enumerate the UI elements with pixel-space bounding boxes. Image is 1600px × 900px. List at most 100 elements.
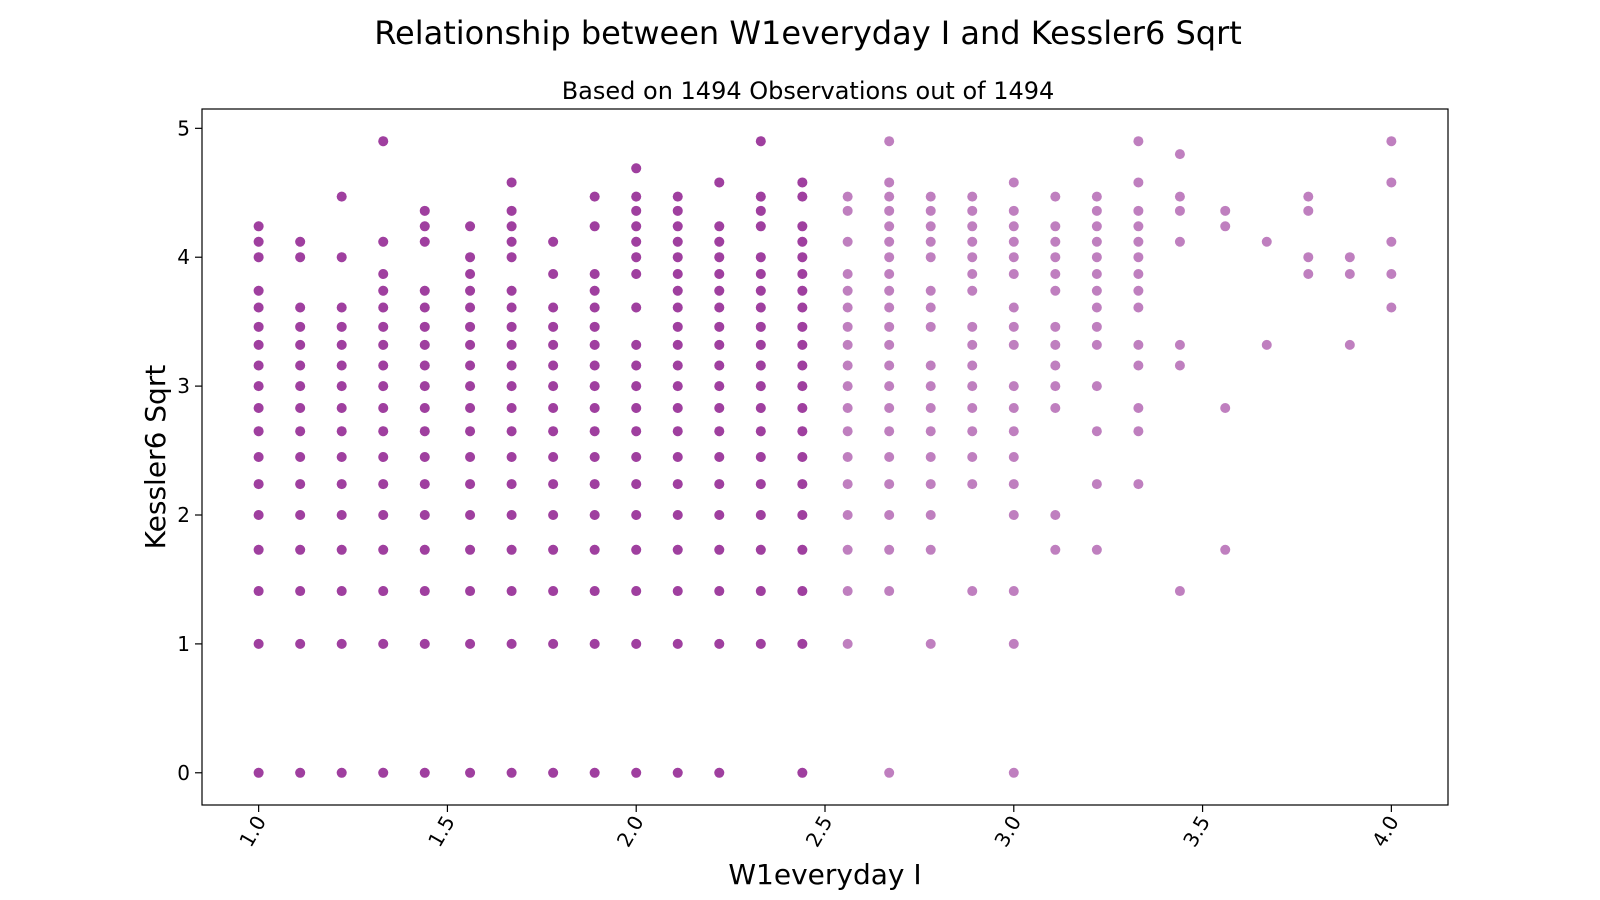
data-point [842,479,853,490]
y-tick-label: 1 [177,632,190,656]
data-point [672,236,683,247]
data-point [631,191,642,202]
data-point [548,381,559,392]
data-point [1091,252,1102,263]
data-point [884,381,895,392]
data-point [419,285,430,296]
data-point [884,479,895,490]
data-point [419,360,430,371]
data-point [378,321,389,332]
data-point [1050,252,1061,263]
data-point [589,360,600,371]
data-point [506,339,517,350]
data-point [589,403,600,414]
data-point [967,479,978,490]
x-axis-label: W1everyday I [728,858,921,891]
data-point [797,268,808,279]
data-point [842,268,853,279]
data-point [672,638,683,649]
data-point [755,426,766,437]
data-point [672,285,683,296]
data-point [336,191,347,202]
data-point [631,426,642,437]
data-point [419,426,430,437]
x-tick-label: 3.5 [1178,812,1215,852]
data-point [755,221,766,232]
data-point [967,285,978,296]
data-point [925,510,936,520]
data-point [797,321,808,332]
data-point [842,381,853,392]
x-tick-label: 1.0 [234,812,271,852]
data-point [884,302,895,313]
data-point [842,426,853,437]
data-point [714,479,725,490]
data-point [1133,302,1144,313]
data-point [1220,403,1231,414]
data-point [1220,205,1231,216]
data-point [295,767,306,778]
data-point [884,510,895,520]
data-point [672,586,683,597]
data-point [253,586,264,597]
data-point [1133,221,1144,232]
data-point [631,381,642,392]
data-point [672,321,683,332]
data-point [842,510,853,520]
data-point [548,586,559,597]
data-point [884,268,895,279]
data-point [755,191,766,202]
data-point [1050,403,1061,414]
data-point [378,638,389,649]
data-point [1133,426,1144,437]
data-point [378,767,389,778]
data-point [336,452,347,462]
data-point [797,452,808,462]
data-point [755,360,766,371]
data-point [506,302,517,313]
data-point [672,360,683,371]
data-point [714,360,725,371]
data-point [1174,360,1185,371]
data-point [465,510,476,520]
data-point [925,360,936,371]
data-point [755,252,766,263]
data-point [1008,302,1019,313]
data-point [1386,268,1397,279]
data-point [1008,236,1019,247]
data-point [548,339,559,350]
data-point [797,544,808,555]
data-point [1008,586,1019,597]
data-point [465,252,476,263]
data-point [253,252,264,263]
data-point [631,221,642,232]
data-point [419,221,430,232]
data-point [714,177,725,188]
data-point [589,452,600,462]
y-tick-label: 0 [177,761,190,785]
data-point [755,452,766,462]
data-point [925,544,936,555]
chart-title: Relationship between W1everyday I and Ke… [374,14,1242,52]
data-point [506,638,517,649]
data-point [465,426,476,437]
data-point [714,510,725,520]
data-point [714,221,725,232]
data-point [842,236,853,247]
data-point [1133,285,1144,296]
data-point [336,339,347,350]
data-point [714,268,725,279]
data-point [1133,268,1144,279]
data-point [465,403,476,414]
data-point [842,638,853,649]
data-point [714,767,725,778]
data-point [506,381,517,392]
data-point [253,452,264,462]
data-point [1133,479,1144,490]
data-point [548,479,559,490]
data-point [631,205,642,216]
data-point [419,321,430,332]
data-point [419,544,430,555]
data-point [378,285,389,296]
data-point [631,767,642,778]
